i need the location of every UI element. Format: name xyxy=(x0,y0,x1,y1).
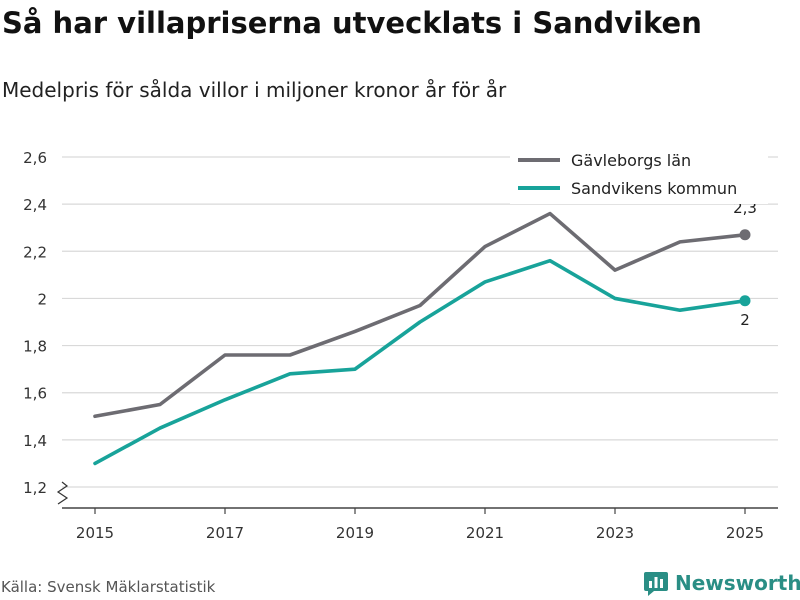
legend-label-1: Gävleborgs län xyxy=(571,151,691,170)
y-tick-label: 2,6 xyxy=(23,149,47,167)
x-tick-label: 2019 xyxy=(336,524,374,542)
y-tick-label: 2 xyxy=(37,290,47,308)
y-tick-label: 1,2 xyxy=(23,479,47,497)
series-line-1 xyxy=(93,211,747,419)
chart-title: Så har villapriserna utvecklats i Sandvi… xyxy=(2,6,702,40)
brand-name: Newsworthy xyxy=(675,571,800,595)
x-axis-tick-labels: 2015 2017 2019 2021 2023 2025 xyxy=(76,524,764,542)
series-line-2 xyxy=(93,258,747,466)
y-axis-tick-labels: 1,2 1,4 1,6 1,8 2 2,2 2,4 2,6 xyxy=(23,149,47,497)
x-tick-label: 2023 xyxy=(596,524,634,542)
x-tick-label: 2021 xyxy=(466,524,504,542)
newsworthy-logo-icon xyxy=(644,572,668,596)
y-tick-label: 1,8 xyxy=(23,338,47,356)
axis-break-icon xyxy=(56,481,69,505)
y-tick-label: 2,4 xyxy=(23,196,47,214)
x-tick-label: 2025 xyxy=(726,524,764,542)
data-series: 2,32 xyxy=(93,199,757,466)
x-tick-label: 2015 xyxy=(76,524,114,542)
y-tick-label: 1,4 xyxy=(23,432,47,450)
x-axis xyxy=(56,481,778,514)
chart-subtitle: Medelpris för sålda villor i miljoner kr… xyxy=(2,78,507,102)
x-tick-label: 2017 xyxy=(206,524,244,542)
y-tick-label: 2,2 xyxy=(23,243,47,261)
y-tick-label: 1,6 xyxy=(23,385,47,403)
legend-background xyxy=(510,146,768,204)
legend-label-2: Sandvikens kommun xyxy=(571,179,737,198)
series-end-point-1 xyxy=(739,229,751,241)
brand-logo: Newsworthy xyxy=(643,568,800,598)
series-end-point-2 xyxy=(739,295,751,307)
legend: Gävleborgs län Sandvikens kommun xyxy=(510,146,768,204)
series-end-label-2: 2 xyxy=(740,311,750,329)
source-note: Källa: Svensk Mäklarstatistik xyxy=(1,578,216,596)
